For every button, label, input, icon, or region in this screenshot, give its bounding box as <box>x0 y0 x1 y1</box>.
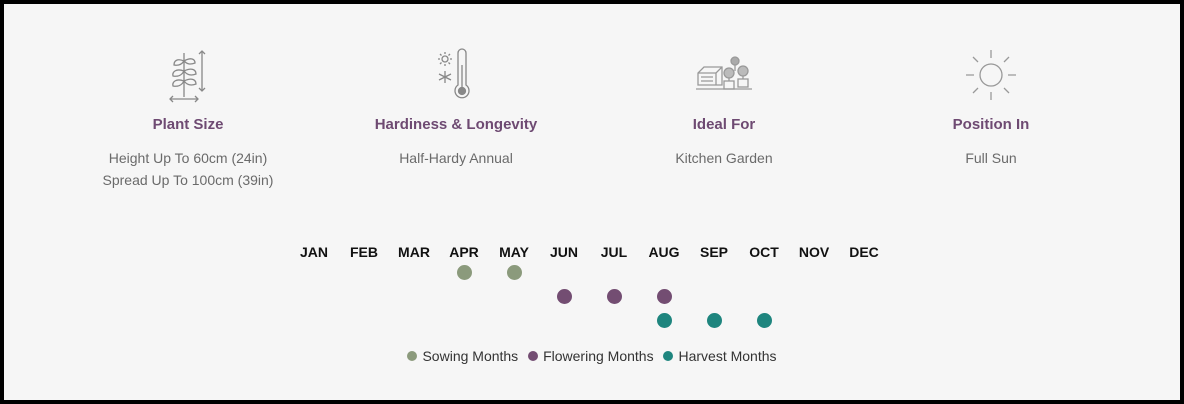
harvest-dot-aug <box>656 313 672 328</box>
attribute-title: Plant Size <box>152 116 224 133</box>
month-label-feb: FEB <box>350 244 378 260</box>
hardiness-value: Half-Hardy Annual <box>399 150 513 166</box>
attribute-title: Position In <box>952 116 1030 133</box>
month-label-dec: DEC <box>849 244 879 260</box>
month-label-oct: OCT <box>749 244 779 260</box>
attribute-plant-size: Plant Size Height Up To 60cm (24in) Spre… <box>38 46 338 191</box>
thermometer-icon <box>306 46 606 104</box>
legend-flowering-label: Flowering Months <box>543 348 654 364</box>
month-calendar: JAN FEB MAR APR MAY JUN JUL AUG SEP OCT NOV DEC <box>4 244 1180 344</box>
garden-icon <box>574 46 874 104</box>
legend-sowing-label: Sowing Months <box>422 348 519 364</box>
sowing-dot-may <box>506 265 522 280</box>
attribute-hardiness: Hardiness & Longevity Half-Hardy Annual <box>306 46 606 169</box>
flowering-dot-aug <box>656 289 672 304</box>
month-label-apr: APR <box>449 244 479 260</box>
attribute-value: Kitchen Garden <box>574 147 874 169</box>
spread-value: Spread Up To 100cm (39in) <box>102 172 274 188</box>
flowering-dot-icon <box>528 351 539 361</box>
legend-harvest-label: Harvest Months <box>678 348 777 364</box>
month-label-mar: MAR <box>398 244 430 260</box>
attribute-position: Position In Full Sun <box>841 46 1141 169</box>
legend: Sowing Months Flowering Months Harvest M… <box>4 348 1180 364</box>
harvest-dot-sep <box>706 313 722 328</box>
legend-sowing: Sowing Months <box>407 348 518 364</box>
flowering-dot-jul <box>606 289 622 304</box>
height-value: Height Up To 60cm (24in) <box>108 150 268 166</box>
month-label-nov: NOV <box>798 244 830 260</box>
plant-size-icon <box>38 46 338 104</box>
position-value: Full Sun <box>965 150 1017 166</box>
legend-harvest: Harvest Months <box>663 348 777 364</box>
attribute-title: Ideal For <box>692 116 756 133</box>
sowing-dot-apr <box>456 265 472 280</box>
harvest-dot-icon <box>663 351 674 361</box>
sowing-dot-icon <box>407 351 418 361</box>
month-label-jun: JUN <box>549 244 578 260</box>
month-label-jan: JAN <box>299 244 328 260</box>
flowering-dot-jun <box>556 289 572 304</box>
attribute-value: Height Up To 60cm (24in) Spread Up To 10… <box>38 147 338 191</box>
legend-flowering: Flowering Months <box>528 348 654 364</box>
ideal-for-value: Kitchen Garden <box>675 150 773 166</box>
month-label-may: MAY <box>499 244 529 260</box>
attribute-ideal-for: Ideal For Kitchen Garden <box>574 46 874 169</box>
month-label-jul: JUL <box>600 244 628 260</box>
plant-info-panel: Plant Size Height Up To 60cm (24in) Spre… <box>4 4 1180 400</box>
month-label-aug: AUG <box>648 244 680 260</box>
attribute-value: Half-Hardy Annual <box>306 147 606 169</box>
attribute-value: Full Sun <box>841 147 1141 169</box>
sun-icon <box>841 46 1141 104</box>
harvest-dot-oct <box>756 313 772 328</box>
attribute-title: Hardiness & Longevity <box>374 116 538 133</box>
month-label-sep: SEP <box>699 244 728 260</box>
